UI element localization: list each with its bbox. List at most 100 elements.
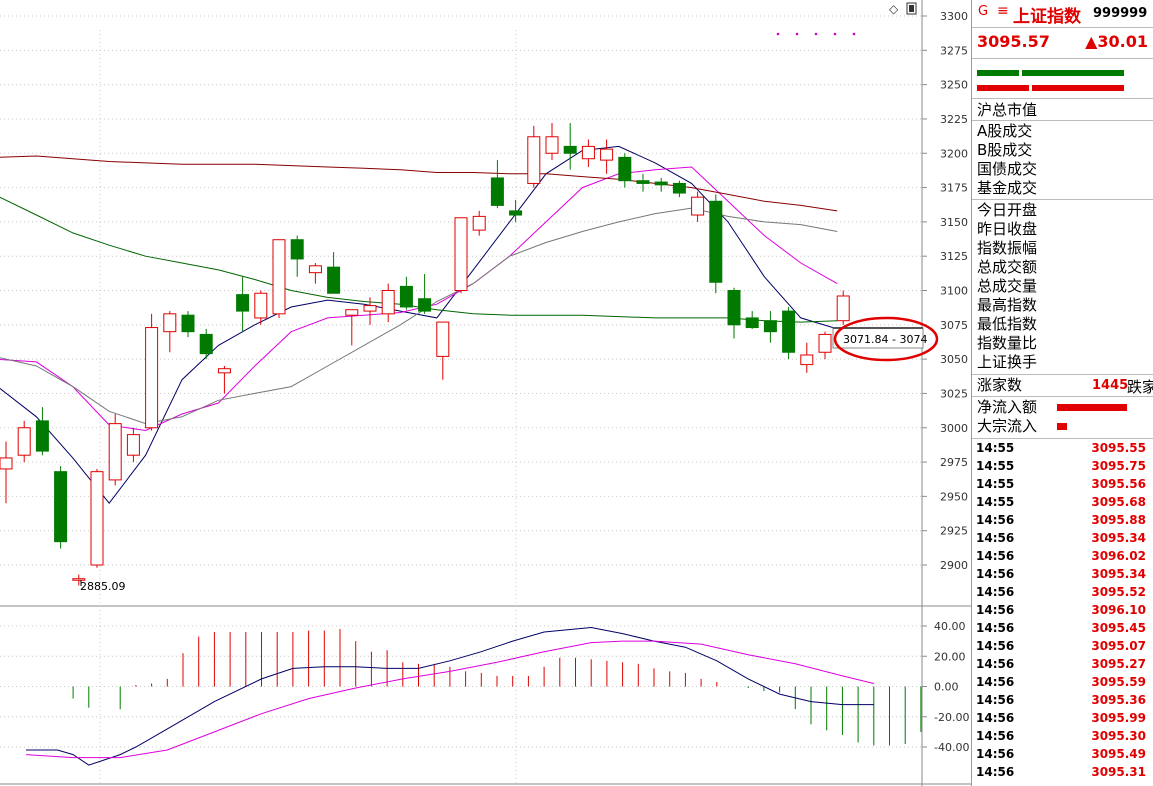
tick-time: 14:55 <box>976 441 1015 455</box>
tick-time: 14:56 <box>976 585 1015 599</box>
candle-body <box>636 180 650 184</box>
tick-row: 14:56 3095.99 <box>976 711 1153 729</box>
tick-row: 14:56 3095.27 <box>976 657 1153 675</box>
candle-body <box>217 368 231 374</box>
tick-price: 3095.49 <box>1091 747 1146 761</box>
candle-body <box>618 156 632 182</box>
g-badge[interactable]: G <box>978 4 989 19</box>
macd-tick-label: 20.00 <box>934 650 966 663</box>
kline-chart[interactable]: 3300 3275 3250 3225 3200 3175 3150 3125 3100 3075… <box>0 0 971 786</box>
candle-body <box>836 295 850 322</box>
tick-time: 14:56 <box>976 531 1015 545</box>
candle-body <box>181 314 195 333</box>
y-tick-label: 2925 <box>940 525 968 538</box>
candle-body <box>163 313 177 333</box>
tick-row: 14:56 3095.36 <box>976 693 1153 711</box>
macd-tick-label: -40.00 <box>934 741 969 754</box>
tick-row: 14:55 3095.56 <box>976 477 1153 495</box>
candle-body <box>418 298 432 312</box>
tick-price: 3095.30 <box>1091 729 1146 743</box>
tick-time: 14:56 <box>976 513 1015 527</box>
candle-body <box>527 136 541 184</box>
divider <box>972 27 1153 28</box>
candle-body <box>782 310 796 353</box>
y-tick-label: 3125 <box>940 250 968 263</box>
tick-price: 3095.34 <box>1091 531 1146 545</box>
diamond-icon[interactable]: ◇ <box>889 2 899 16</box>
candle-body <box>454 217 468 292</box>
tick-price: 3095.27 <box>1091 657 1146 671</box>
tick-row: 14:56 3095.30 <box>976 729 1153 747</box>
label-total-market-cap: 沪总市值 <box>977 101 1038 119</box>
divider <box>972 98 1153 99</box>
candle-body <box>54 471 68 543</box>
moving-average-lines <box>0 145 838 505</box>
tick-time: 14:56 <box>976 693 1015 707</box>
low-price-annotation: 2885.09 <box>80 580 126 593</box>
candle-body <box>727 290 741 326</box>
candle-body <box>709 200 723 283</box>
label-prev-close: 昨日收盘 <box>977 220 1038 238</box>
y-tick-label: 3100 <box>940 285 968 298</box>
candle-body <box>126 434 140 456</box>
tick-price: 3095.52 <box>1091 585 1146 599</box>
price-axis: 3300 3275 3250 3225 3200 3175 3150 3125 3100 3075… <box>922 10 969 754</box>
tick-price: 3095.88 <box>1091 513 1146 527</box>
divider <box>972 396 1153 397</box>
tick-time: 14:56 <box>976 603 1015 617</box>
candle-body <box>399 285 413 308</box>
block-label: 大宗流入 <box>977 417 1038 435</box>
y-tick-label: 2950 <box>940 490 968 503</box>
green-bar-a <box>977 70 1019 76</box>
candle-body <box>236 294 250 312</box>
tick-time: 14:56 <box>976 549 1015 563</box>
y-tick-label: 3150 <box>940 216 968 229</box>
tick-row: 14:55 3095.68 <box>976 495 1153 513</box>
divider <box>972 120 1153 121</box>
candle-body <box>0 457 13 470</box>
label-turnover-volume: 总成交量 <box>977 277 1038 295</box>
divider <box>972 199 1153 200</box>
ma-line <box>0 145 838 505</box>
tick-row: 14:55 3095.75 <box>976 459 1153 477</box>
inflow-label: 净流入额 <box>977 398 1038 416</box>
advance-value: 1445 <box>1092 378 1129 393</box>
candle-body <box>90 471 104 566</box>
tick-price: 3096.10 <box>1091 603 1146 617</box>
tick-time: 14:56 <box>976 657 1015 671</box>
candle-body <box>345 309 359 316</box>
tick-row: 14:56 3095.07 <box>976 639 1153 657</box>
label-a-share-volume: A股成交 <box>977 122 1033 140</box>
tick-price: 3095.56 <box>1091 477 1146 491</box>
candle-body <box>363 305 377 312</box>
tick-time: 14:56 <box>976 729 1015 743</box>
block-bar <box>1057 423 1067 430</box>
label-turnover-rate: 上证换手 <box>977 353 1038 371</box>
index-code: 999999 <box>1093 6 1148 21</box>
tick-time: 14:56 <box>976 567 1015 581</box>
candle-body <box>563 145 577 154</box>
tick-row: 14:56 3096.02 <box>976 549 1153 567</box>
tick-time: 14:55 <box>976 459 1015 473</box>
tick-time: 14:56 <box>976 621 1015 635</box>
candle-body <box>654 181 668 186</box>
tick-row: 14:56 3095.31 <box>976 765 1153 783</box>
ma-line <box>0 155 838 212</box>
candle-body <box>800 354 814 366</box>
tick-price: 3095.55 <box>1091 441 1146 455</box>
panel-header: G ≡ 上证指数 999999 <box>977 3 1153 27</box>
candle-body <box>745 317 759 329</box>
candle-body <box>254 292 268 319</box>
label-turnover-value: 总成交额 <box>977 258 1038 276</box>
candle-body <box>35 420 49 452</box>
candle-body <box>672 182 686 194</box>
tick-price: 3095.36 <box>1091 693 1146 707</box>
label-low: 最低指数 <box>977 315 1038 333</box>
menu-icon[interactable]: ≡ <box>997 3 1009 19</box>
red-bar-a <box>977 85 1029 91</box>
advance-label: 涨家数 <box>977 376 1023 394</box>
decline-label: 跌家 <box>1127 378 1153 396</box>
tick-row: 14:56 3095.49 <box>976 747 1153 765</box>
quote-panel: G ≡ 上证指数 999999 3095.57 ▲30.01 沪总市值 A股成交… <box>971 0 1153 786</box>
candle-body <box>199 333 213 355</box>
